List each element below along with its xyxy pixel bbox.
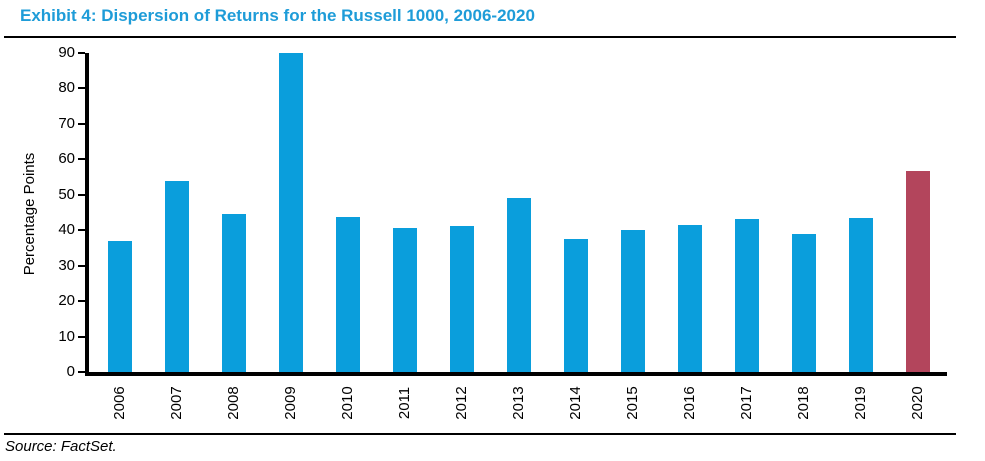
y-tick-label-10: 10 <box>58 327 75 345</box>
bar-2018 <box>791 234 816 372</box>
source-note: Source: FactSet. <box>5 438 117 455</box>
y-tick-mark-10 <box>78 335 85 338</box>
bar-2006 <box>107 240 132 372</box>
x-tick-label-2015: 2015 <box>623 386 641 420</box>
y-tick-mark-90 <box>78 52 85 54</box>
bar-2007 <box>164 180 189 372</box>
y-tick-label-40: 40 <box>58 221 75 239</box>
y-tick-mark-0 <box>78 371 85 373</box>
bar-2013 <box>506 198 531 372</box>
bar-2012 <box>449 226 474 372</box>
x-tick-label-2012: 2012 <box>452 386 470 420</box>
bar-2015 <box>620 229 645 372</box>
x-tick-label-2014: 2014 <box>566 386 584 420</box>
x-tick-label-2007: 2007 <box>167 386 185 420</box>
y-tick-label-90: 90 <box>58 44 75 61</box>
x-axis-line <box>85 372 947 376</box>
bar-2011 <box>392 228 417 372</box>
y-tick-label-30: 30 <box>58 256 75 274</box>
y-tick-mark-50 <box>78 193 85 196</box>
y-tick-label-0: 0 <box>66 363 75 380</box>
x-tick-label-2017: 2017 <box>737 386 755 420</box>
y-tick-label-20: 20 <box>58 292 75 310</box>
bar-2020 <box>905 171 930 372</box>
exhibit-title: Exhibit 4: Dispersion of Returns for the… <box>20 6 535 25</box>
y-tick-label-80: 80 <box>58 79 75 97</box>
bar-2014 <box>563 239 588 372</box>
y-tick-label-70: 70 <box>58 114 75 132</box>
y-tick-label-60: 60 <box>58 150 75 168</box>
x-tick-label-2018: 2018 <box>794 386 812 420</box>
x-tick-label-2008: 2008 <box>224 386 242 420</box>
y-tick-mark-40 <box>78 229 85 232</box>
title-divider-rule <box>4 36 956 38</box>
y-tick-mark-30 <box>78 264 85 267</box>
x-tick-label-2020: 2020 <box>908 386 926 420</box>
x-tick-label-2016: 2016 <box>680 386 698 420</box>
bar-2019 <box>848 217 873 372</box>
y-axis-line <box>85 53 89 376</box>
x-tick-label-2009: 2009 <box>281 386 299 420</box>
bar-2009 <box>278 53 303 372</box>
x-tick-label-2006: 2006 <box>110 386 128 420</box>
y-tick-mark-60 <box>78 158 85 161</box>
x-tick-label-2011: 2011 <box>395 386 413 420</box>
bar-2010 <box>335 217 360 372</box>
y-tick-mark-20 <box>78 300 85 303</box>
bar-2016 <box>677 224 702 372</box>
x-tick-label-2013: 2013 <box>509 386 527 420</box>
bar-2017 <box>734 218 759 372</box>
bar-2008 <box>221 214 246 372</box>
y-tick-label-50: 50 <box>58 185 75 203</box>
y-tick-mark-80 <box>78 87 85 90</box>
x-tick-label-2019: 2019 <box>851 386 869 420</box>
y-tick-mark-70 <box>78 122 85 125</box>
source-divider-rule <box>4 433 956 435</box>
x-tick-label-2010: 2010 <box>338 386 356 420</box>
